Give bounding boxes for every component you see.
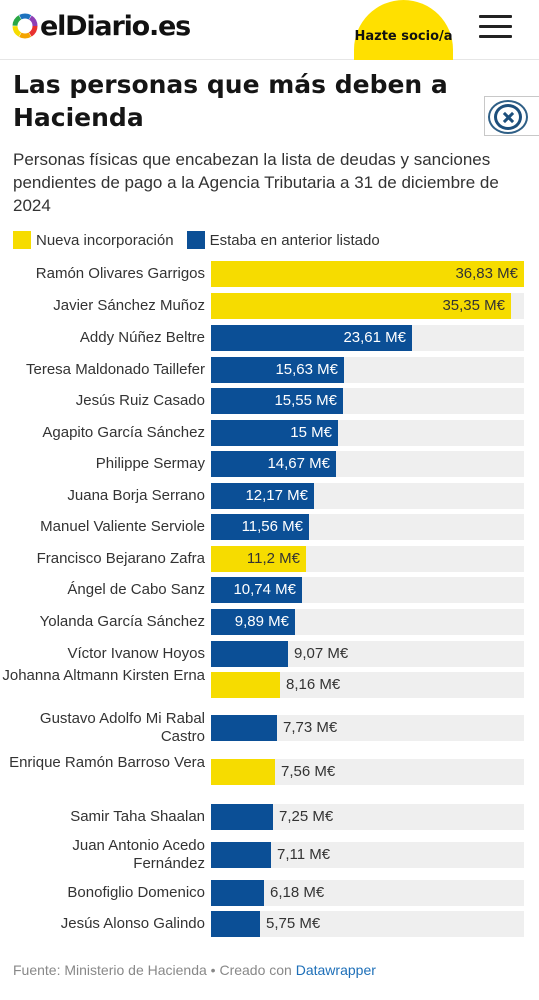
bar xyxy=(211,842,271,868)
bar xyxy=(211,880,264,906)
bar-track xyxy=(211,911,524,937)
category-label: Víctor Ivanow Hoyos xyxy=(67,645,205,662)
datawrapper-link[interactable]: Datawrapper xyxy=(295,962,376,978)
bar xyxy=(211,451,336,477)
category-label: Francisco Bejarano Zafra xyxy=(36,550,205,567)
legend-label-new: Nueva incorporación xyxy=(36,231,174,249)
bar xyxy=(211,911,260,937)
chart-legend: Nueva incorporación Estaba en anterior l… xyxy=(13,230,393,250)
value-label: 8,16 M€ xyxy=(286,676,341,693)
bar xyxy=(211,759,275,785)
value-label: 14,67 M€ xyxy=(267,455,330,472)
value-label: 36,83 M€ xyxy=(455,265,518,282)
value-label: 7,73 M€ xyxy=(283,719,338,736)
bar xyxy=(211,325,412,351)
value-label: 35,35 M€ xyxy=(442,297,505,314)
category-label: Ángel de Cabo Sanz xyxy=(67,581,205,598)
bar xyxy=(211,546,306,572)
legend-item-new: Nueva incorporación xyxy=(13,231,174,249)
value-label: 9,89 M€ xyxy=(234,613,289,630)
chart-subtitle: Personas físicas que encabezan la lista … xyxy=(13,150,499,215)
category-label: Javier Sánchez Muñoz xyxy=(53,297,205,314)
hamburger-menu-icon[interactable] xyxy=(478,13,514,41)
legend-swatch-new xyxy=(13,231,31,249)
bar xyxy=(211,514,309,540)
value-label: 5,75 M€ xyxy=(266,915,321,932)
logo-text: elDiario.es xyxy=(40,10,191,42)
legend-label-previous: Estaba en anterior listado xyxy=(209,231,380,249)
value-label: 6,18 M€ xyxy=(270,884,325,901)
value-label: 11,56 M€ xyxy=(241,518,303,535)
bar xyxy=(211,715,277,741)
site-logo[interactable]: elDiario.es xyxy=(12,10,191,42)
value-label: 12,17 M€ xyxy=(245,487,308,504)
bar xyxy=(211,388,343,414)
value-label: 7,56 M€ xyxy=(281,763,336,780)
close-icon xyxy=(488,100,528,134)
value-label: 7,11 M€ xyxy=(277,846,331,863)
bar xyxy=(211,420,338,446)
category-label: Johanna Altmann Kirsten Erna xyxy=(2,667,205,684)
category-label: Philippe Sermay xyxy=(95,455,205,472)
bar xyxy=(211,609,295,635)
value-label: 7,25 M€ xyxy=(279,808,334,825)
category-label: Jesús Alonso Galindo xyxy=(60,915,205,932)
legend-item-previous: Estaba en anterior listado xyxy=(186,231,380,249)
bar xyxy=(211,261,524,287)
bar xyxy=(211,577,302,603)
bar xyxy=(211,483,314,509)
subscribe-button[interactable]: Hazte socio/a xyxy=(354,0,453,60)
category-label: Addy Núñez Beltre xyxy=(79,329,205,346)
value-label: 23,61 M€ xyxy=(343,329,406,346)
category-label: Enrique Ramón Barroso Vera xyxy=(9,754,205,771)
value-label: 15,63 M€ xyxy=(275,361,338,378)
source-note: Fuente: Ministerio de Hacienda • Creado … xyxy=(13,962,296,978)
category-label: Juan Antonio Acedo Fernández xyxy=(72,837,205,872)
category-label: Bonofiglio Domenico xyxy=(67,884,205,901)
bar xyxy=(211,357,344,383)
category-label: Ramón Olivares Garrigos xyxy=(35,265,205,282)
value-label: 10,74 M€ xyxy=(233,581,296,598)
chart-footer: Fuente: Ministerio de Hacienda • Creado … xyxy=(13,962,376,978)
bar xyxy=(211,804,273,830)
category-label: Yolanda García Sánchez xyxy=(39,613,205,630)
logo-mark-icon xyxy=(12,13,38,39)
value-label: 9,07 M€ xyxy=(294,645,349,662)
bar xyxy=(211,641,288,667)
category-label: Teresa Maldonado Taillefer xyxy=(26,361,205,378)
category-label: Agapito García Sánchez xyxy=(42,424,205,441)
value-label: 15 M€ xyxy=(290,424,332,441)
value-label: 15,55 M€ xyxy=(274,392,337,409)
category-label: Gustavo Adolfo Mi Rabal Castro xyxy=(39,710,205,745)
category-label: Manuel Valiente Serviole xyxy=(40,518,205,535)
category-label: Jesús Ruiz Casado xyxy=(75,392,205,409)
category-label: Juana Borja Serrano xyxy=(67,487,205,504)
category-label: Samir Taha Shaalan xyxy=(70,808,205,825)
value-label: 11,2 M€ xyxy=(246,550,300,567)
top-navigation-bar: elDiario.es Hazte socio/a xyxy=(0,0,539,60)
bar xyxy=(211,293,511,319)
close-button[interactable] xyxy=(484,96,539,136)
chart-title: Las personas que más deben a Hacienda xyxy=(13,70,448,132)
bar xyxy=(211,672,280,698)
bar-chart: Ramón Olivares Garrigos 36,83 M€ Javier Sá… xyxy=(0,260,539,950)
legend-swatch-previous xyxy=(186,231,205,249)
